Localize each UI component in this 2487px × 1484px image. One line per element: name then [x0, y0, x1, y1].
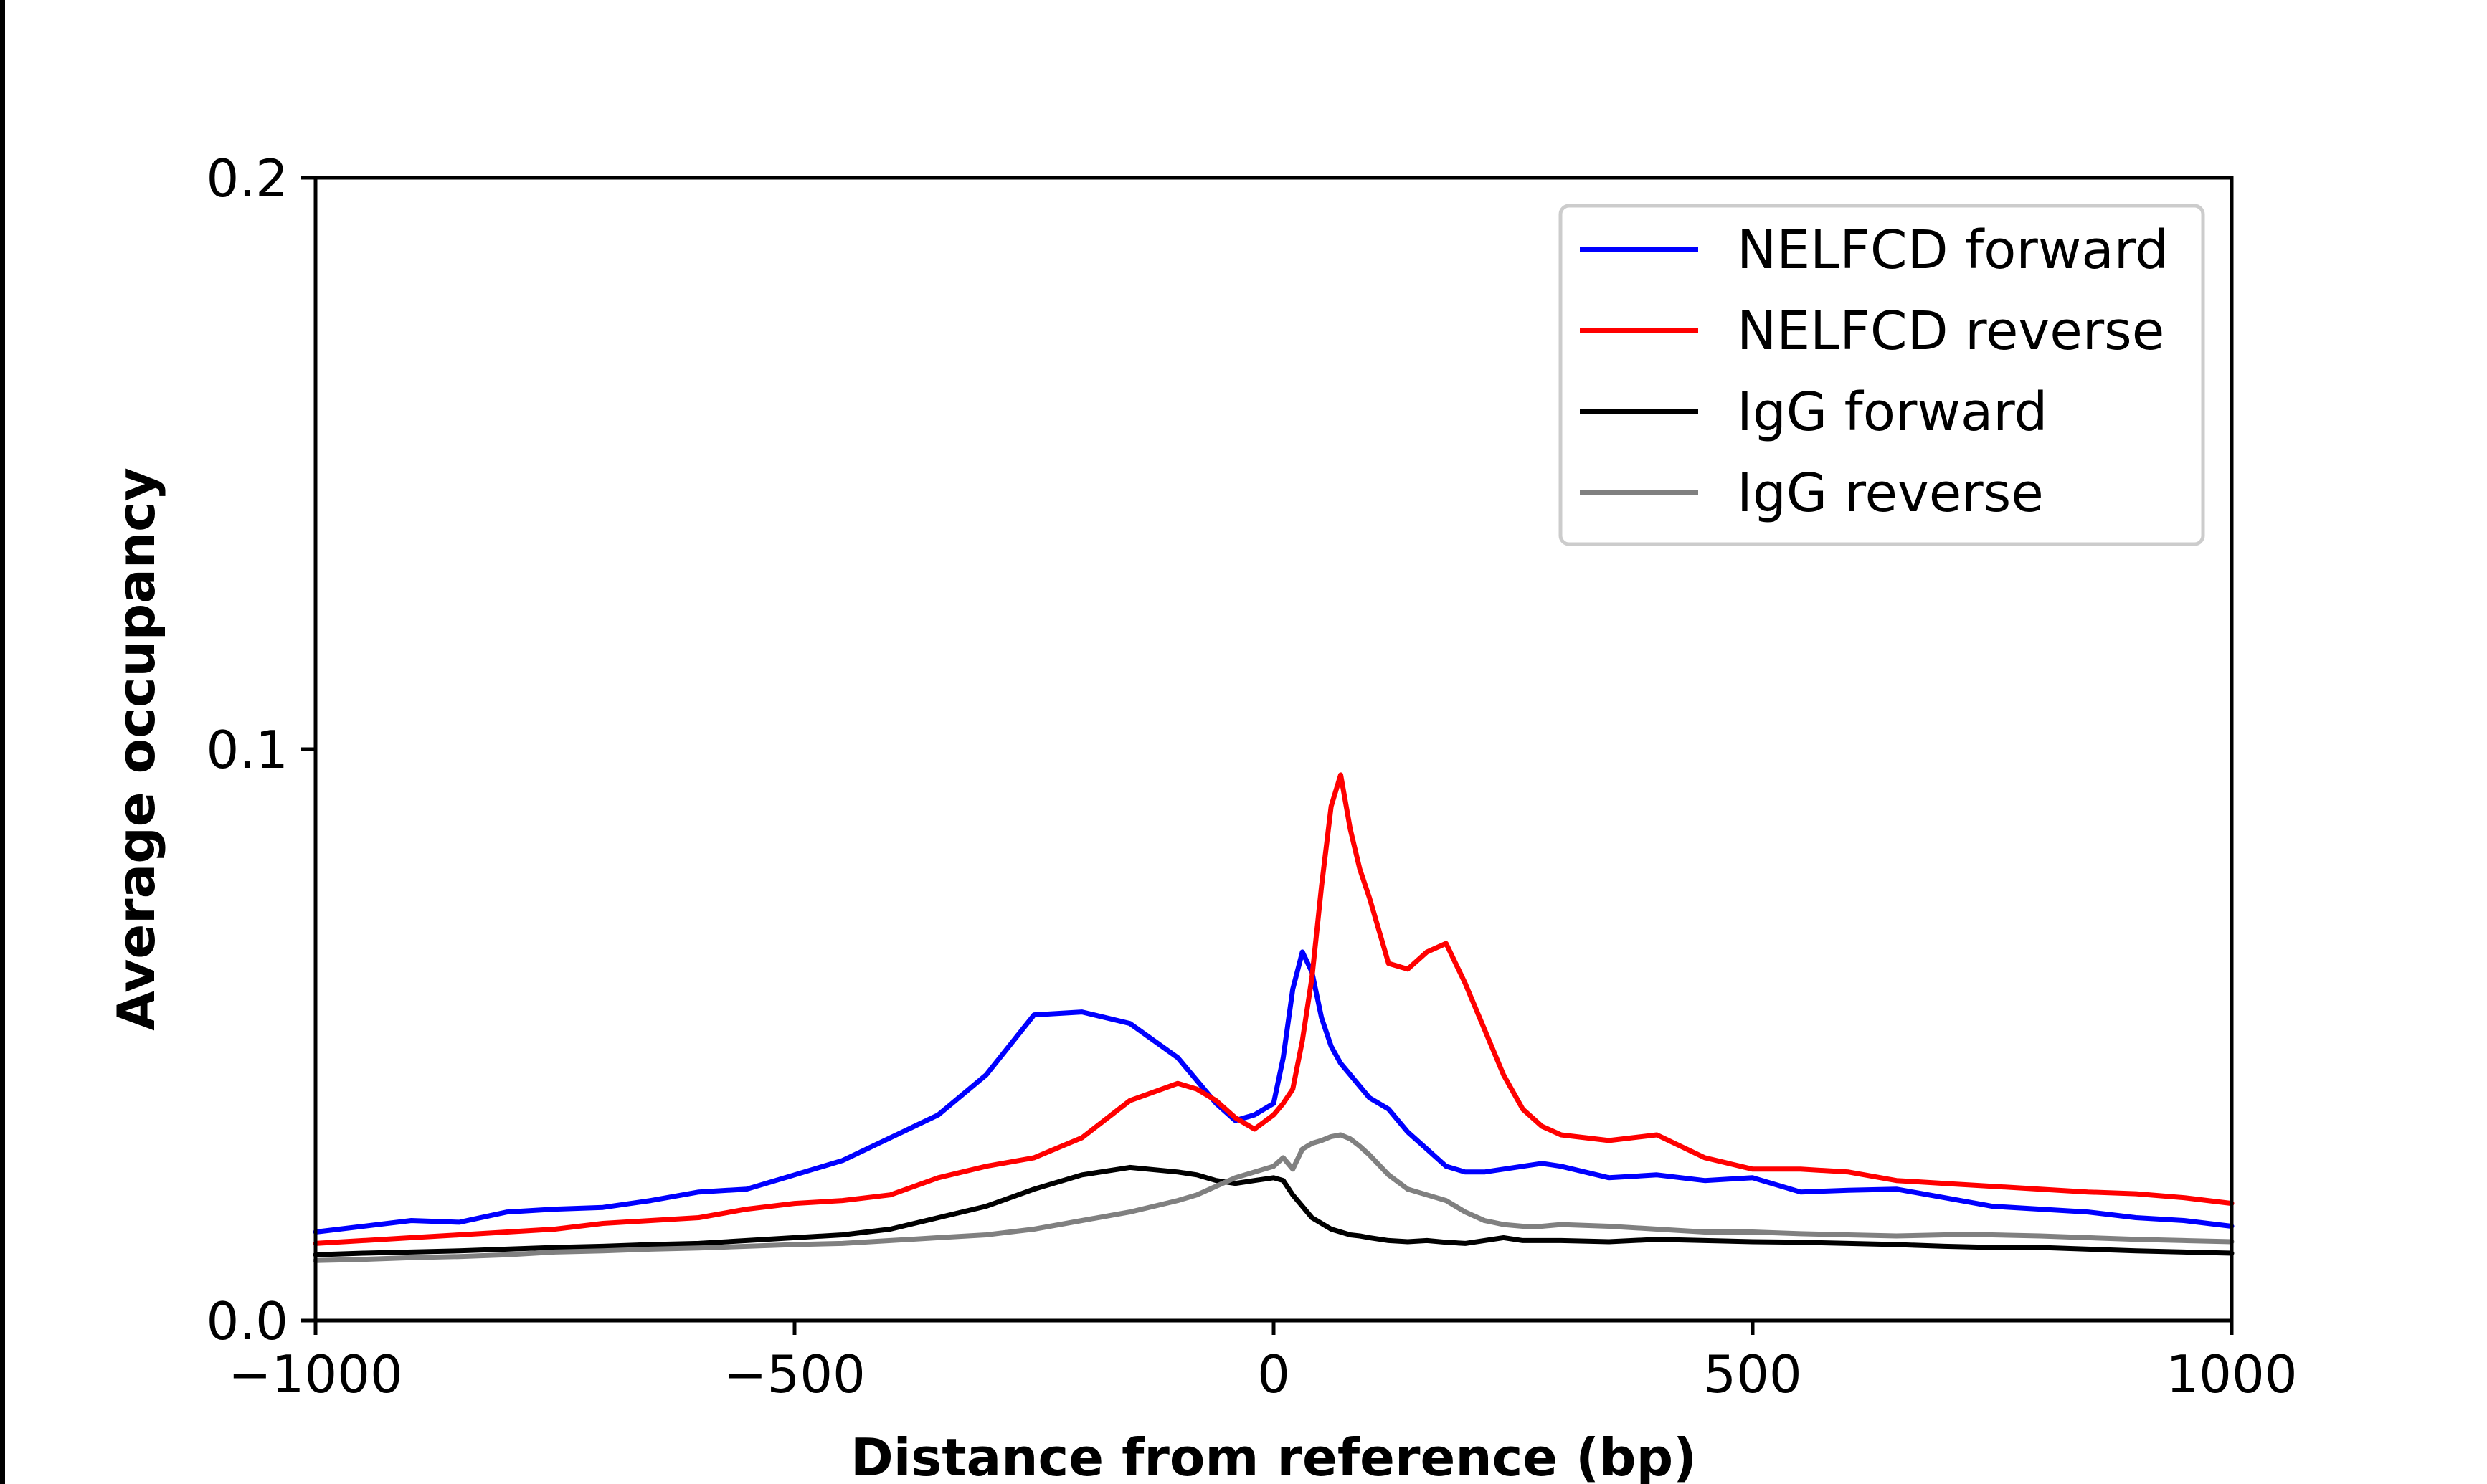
legend-items: NELFCD forward NELFCD reverse IgG forward I… — [1580, 219, 2169, 524]
series-line-nelfcd-reverse — [313, 772, 2235, 1246]
legend-label-igg-reverse: IgG reverse — [1737, 462, 2044, 524]
x-tick-label: 500 — [1703, 1344, 1801, 1404]
y-tick-label: 0.2 — [206, 148, 288, 209]
left-edge-bar — [0, 0, 5, 1484]
legend-label-nelfcd-reverse: NELFCD reverse — [1737, 300, 2164, 362]
x-tick-label: 1000 — [2166, 1344, 2297, 1404]
x-axis-title: Distance from reference (bp) — [851, 1427, 1697, 1484]
series-line-igg-forward — [313, 1164, 2235, 1257]
y-tick-label: 0.0 — [206, 1291, 288, 1351]
series-layer — [313, 772, 2235, 1263]
x-tick-label: −1000 — [228, 1344, 403, 1404]
y-axis-title: Average occupancy — [106, 467, 166, 1031]
x-tick-label: −500 — [724, 1344, 866, 1404]
y-tick-label: 0.1 — [206, 720, 288, 780]
legend-box — [1558, 204, 2205, 546]
series-line-igg-reverse — [313, 1132, 2235, 1263]
legend-label-igg-forward: IgG forward — [1737, 381, 2047, 443]
x-tick-label: 0 — [1257, 1344, 1290, 1404]
legend: NELFCD forward NELFCD reverse IgG forward I… — [1558, 204, 2205, 546]
series-line-nelfcd-forward — [313, 949, 2235, 1235]
axes-layer: −1000 −500 0 500 1000 0.0 0.1 0.2 — [206, 148, 2297, 1404]
legend-label-nelfcd-forward: NELFCD forward — [1737, 219, 2169, 281]
